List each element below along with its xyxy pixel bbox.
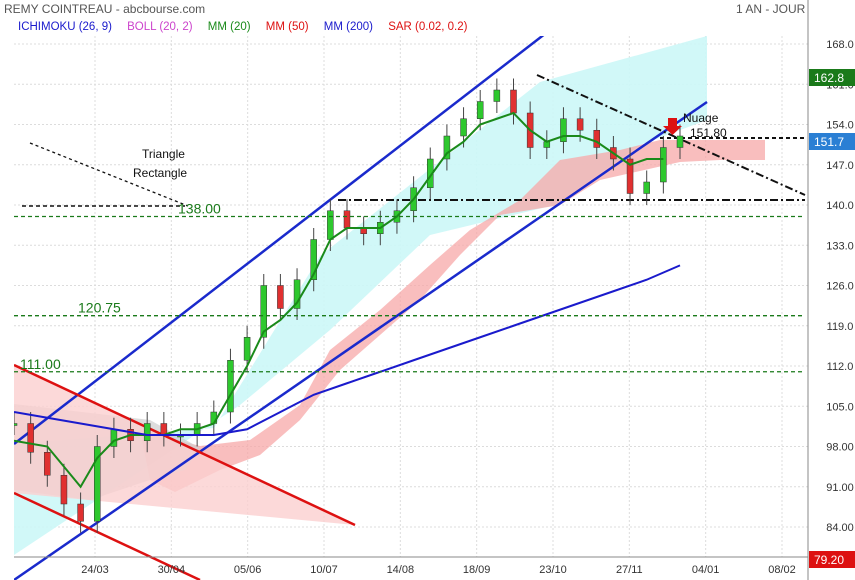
- candle-body: [327, 210, 334, 240]
- x-tick-label: 10/07: [310, 564, 338, 576]
- price-tag-bottom: 79.20: [814, 553, 844, 567]
- period-label[interactable]: 1 AN - JOUR: [736, 2, 806, 16]
- candle-body: [27, 423, 34, 453]
- candle-body: [77, 503, 84, 522]
- sell-arrow-icon: [663, 118, 682, 135]
- bollinger-band-fill: [14, 36, 707, 555]
- candle-body: [443, 135, 451, 160]
- legend-mm50[interactable]: MM (50): [265, 21, 309, 33]
- rectangle-label: Rectangle: [133, 166, 187, 180]
- legend-sar[interactable]: SAR (0.02, 0.2): [388, 21, 468, 33]
- levels: 138.00 120.75 111.00: [14, 201, 805, 373]
- nuage-label: Nuage: [683, 111, 719, 125]
- x-tick-label: 27/11: [616, 564, 643, 576]
- legend-boll[interactable]: BOLL (20, 2): [127, 21, 193, 33]
- y-tick-label: 154.0: [826, 120, 854, 132]
- legend-mm200[interactable]: MM (200): [323, 21, 373, 33]
- triangle-resistance: [536, 74, 806, 196]
- triangle-pointer: [29, 142, 189, 207]
- candle-body: [14, 423, 18, 426]
- candle-body: [660, 147, 667, 183]
- candle-body: [460, 118, 467, 137]
- support-level-label: 111.00: [20, 356, 61, 372]
- candle-body: [143, 423, 151, 441]
- descending-channel-upper: [14, 363, 356, 527]
- x-tick-label: 30/04: [158, 564, 186, 576]
- support-level-label: 138.00: [178, 201, 221, 217]
- x-tick-label: 18/09: [463, 564, 491, 576]
- series: [14, 78, 684, 533]
- candle-body: [476, 101, 484, 119]
- candle-body: [260, 285, 267, 338]
- price-tag-last-bg: [809, 133, 855, 150]
- x-tick-label: 04/01: [692, 564, 720, 576]
- price-tag-top: 162.8: [814, 71, 844, 85]
- y-tick-label: 133.0: [826, 240, 854, 252]
- y-tick-label: 105.0: [826, 401, 854, 413]
- candle-body: [593, 130, 600, 148]
- price-tag-top-bg: [809, 69, 855, 86]
- candle-body: [510, 89, 517, 114]
- triangle-label: Triangle: [142, 147, 185, 161]
- candle-body: [243, 337, 251, 361]
- candle-body: [576, 118, 584, 131]
- x-tick-label: 08/02: [768, 564, 796, 576]
- price-tag-bottom-bg: [809, 551, 855, 568]
- candle-body: [560, 118, 567, 142]
- candle-body: [626, 158, 634, 194]
- candle-body: [94, 446, 101, 522]
- y-tick-label: 126.0: [826, 281, 854, 293]
- chart-title: REMY COINTREAU - abcbourse.com: [4, 2, 206, 16]
- support-level-label: 120.75: [78, 300, 121, 316]
- legend-ichimoku[interactable]: ICHIMOKU (26, 9): [18, 21, 112, 33]
- y-tick-label: 84.00: [826, 522, 854, 534]
- y-tick-label: 91.00: [826, 482, 854, 494]
- y-tick-label: 112.0: [827, 361, 854, 373]
- candle-body: [343, 210, 351, 229]
- candle-body: [676, 135, 684, 148]
- ascending-channel-lower: [14, 100, 708, 580]
- y-tick-label: 140.0: [826, 200, 854, 212]
- candle-body: [493, 89, 501, 102]
- x-tick-label: 14/08: [387, 564, 415, 576]
- nuage-value: 151.80: [690, 126, 727, 140]
- y-tick-label: 168.0: [826, 39, 854, 51]
- y-tick-label: 119.0: [827, 321, 854, 333]
- price-tag-last: 151.7: [814, 135, 844, 149]
- candle-body: [643, 181, 650, 194]
- y-axis: 84.00 91.00 98.00 105.0 112.0 119.0 126.0 133.0…: [826, 39, 854, 534]
- candle-body: [310, 239, 317, 280]
- ascending-channel-upper: [14, 36, 545, 445]
- candle-body: [293, 279, 301, 309]
- candle-body: [60, 475, 68, 505]
- descending-channel-lower: [14, 491, 201, 580]
- x-tick-label: 24/03: [81, 564, 109, 576]
- candle-body: [44, 452, 51, 476]
- y-tick-label: 147.0: [826, 160, 854, 172]
- candle-body: [227, 360, 234, 413]
- mm200-line: [14, 264, 681, 436]
- x-tick-label: 05/06: [234, 564, 262, 576]
- x-tick-label: 23/10: [539, 564, 567, 576]
- candle-body: [277, 285, 284, 309]
- indicator-legend: ICHIMOKU (26, 9) BOLL (20, 2) MM (20) MM…: [18, 21, 479, 33]
- x-axis: 24/03 30/04 05/06 10/07 14/08 18/09 23/10 27/11…: [81, 564, 796, 576]
- y-tick-label: 98.00: [826, 442, 854, 454]
- legend-mm20[interactable]: MM (20): [207, 21, 251, 33]
